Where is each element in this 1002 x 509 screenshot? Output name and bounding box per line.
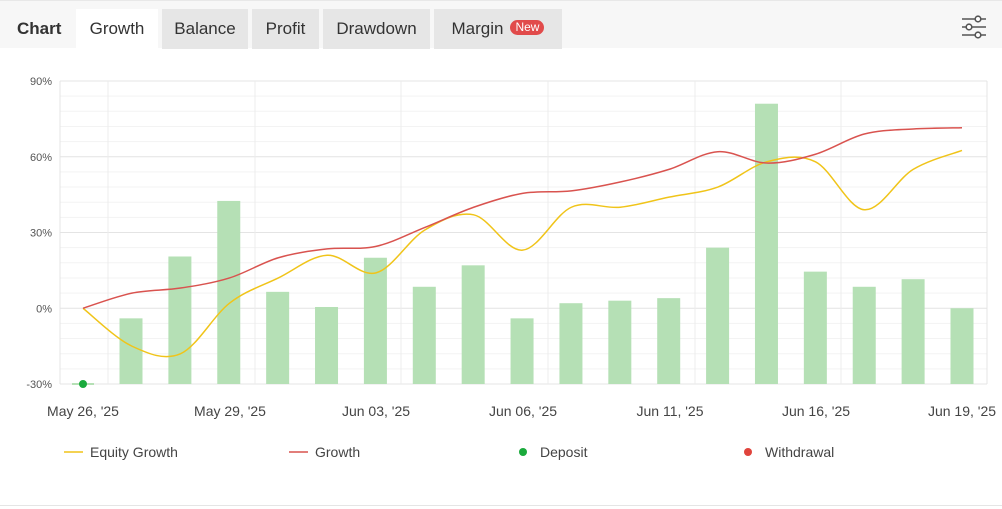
chart-bars bbox=[119, 103, 974, 384]
tab-growth[interactable]: Growth bbox=[76, 9, 158, 49]
chart-bar bbox=[266, 291, 290, 384]
chart-bar bbox=[901, 279, 925, 384]
chart-bar bbox=[461, 265, 485, 384]
chart-bar bbox=[168, 256, 192, 384]
chart-bar bbox=[608, 300, 632, 384]
tab-margin[interactable]: Margin New bbox=[434, 9, 562, 49]
tab-margin-label: Margin bbox=[451, 19, 504, 38]
x-tick-label: Jun 11, '25 bbox=[636, 403, 703, 419]
x-tick-label: May 26, '25 bbox=[47, 403, 119, 419]
y-tick-label: 0% bbox=[36, 303, 52, 315]
series-line-growth bbox=[82, 126, 963, 309]
chart-lines bbox=[82, 126, 963, 358]
legend-dot-swatch bbox=[744, 448, 752, 456]
chart-title-label: Chart bbox=[17, 19, 62, 38]
legend-label: Equity Growth bbox=[90, 444, 178, 460]
y-tick-label: -30% bbox=[26, 379, 52, 391]
chart-bar bbox=[657, 298, 681, 384]
x-axis-ticks: May 26, '25 May 29, '25 Jun 03, '25 Jun 06,… bbox=[47, 403, 996, 419]
series-line-equity-growth bbox=[82, 149, 963, 358]
tab-drawdown[interactable]: Drawdown bbox=[323, 9, 430, 49]
chart-bar bbox=[363, 257, 387, 384]
x-tick-label: Jun 19, '25 bbox=[928, 403, 996, 419]
chart-markers bbox=[72, 380, 94, 388]
tab-growth-label: Growth bbox=[89, 19, 145, 38]
chart-bar bbox=[315, 306, 339, 384]
chart-bar bbox=[217, 200, 241, 384]
chart-bar bbox=[559, 303, 583, 384]
tab-profit[interactable]: Profit bbox=[252, 9, 319, 49]
x-tick-label: May 29, '25 bbox=[194, 403, 266, 419]
tab-drawdown-label: Drawdown bbox=[336, 19, 417, 38]
growth-chart: 90% 60% 30% 0% -30% May 26, '25 May 29, '25 Ju… bbox=[26, 76, 996, 460]
deposit-marker bbox=[79, 380, 87, 388]
new-badge: New bbox=[510, 20, 545, 36]
chart-tab-bar: Chart Growth Balance Profit Drawdown Mar… bbox=[0, 0, 1002, 49]
y-tick-label: 30% bbox=[30, 228, 52, 240]
tab-balance-label: Balance bbox=[174, 19, 236, 38]
legend-dot-swatch bbox=[519, 448, 527, 456]
chart-bar bbox=[754, 103, 778, 384]
tab-profit-label: Profit bbox=[265, 19, 306, 38]
legend-label: Withdrawal bbox=[765, 444, 834, 460]
chart-bar bbox=[510, 318, 534, 384]
legend-label: Deposit bbox=[540, 444, 588, 460]
tab-balance[interactable]: Balance bbox=[162, 9, 248, 49]
chart-legend: Equity Growth Growth Deposit Withdrawal bbox=[64, 444, 834, 460]
chart-bar bbox=[852, 286, 876, 384]
x-tick-label: Jun 16, '25 bbox=[782, 403, 850, 419]
y-tick-label: 60% bbox=[30, 152, 52, 164]
chart-bar bbox=[706, 247, 730, 384]
y-axis-ticks: 90% 60% 30% 0% -30% bbox=[26, 76, 52, 391]
chart-bar bbox=[412, 286, 436, 384]
x-tick-label: Jun 06, '25 bbox=[489, 403, 557, 419]
chart-bar bbox=[803, 271, 827, 384]
y-tick-label: 90% bbox=[30, 76, 52, 88]
chart-grid bbox=[59, 80, 988, 385]
sliders-icon[interactable] bbox=[960, 15, 988, 39]
chart-bar bbox=[950, 308, 974, 384]
bottom-divider bbox=[0, 505, 1002, 506]
legend-label: Growth bbox=[315, 444, 360, 460]
chart-bar bbox=[119, 318, 143, 384]
x-tick-label: Jun 03, '25 bbox=[342, 403, 410, 419]
